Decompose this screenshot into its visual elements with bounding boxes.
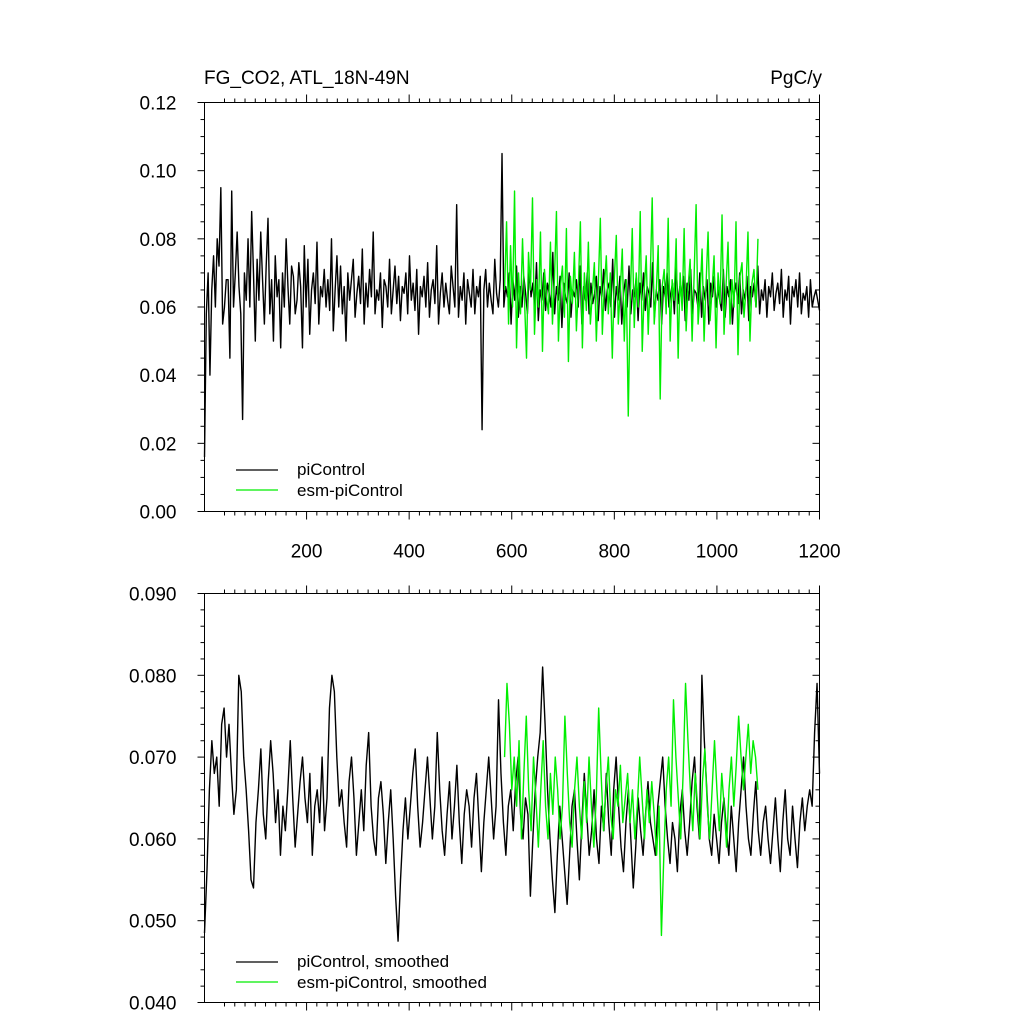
- top-x-tick-label: 600: [496, 542, 528, 563]
- top-y-tick-label: 0.02: [140, 434, 177, 455]
- bottom-y-tick-label: 0.090: [129, 585, 177, 606]
- top-chart-units: PgC/y: [770, 68, 822, 89]
- top-plot-frame: [204, 102, 820, 512]
- legend-label-esm-picontrol-smoothed: esm-piControl, smoothed: [297, 973, 487, 992]
- bottom-y-tick-label: 0.070: [129, 748, 177, 769]
- bottom-series-line-picontrol-smoothed: [203, 666, 821, 942]
- top-x-tick-label: 800: [598, 542, 630, 563]
- top-y-tick-label: 0.06: [140, 298, 177, 319]
- top-x-tick-label: 1200: [798, 542, 840, 563]
- top-y-tick-label: 0.10: [140, 162, 177, 183]
- top-axis-ticks: 0.00 0.02 0.04 0.06 0.08 0.10 0.12 200 400 600 800…: [140, 94, 841, 563]
- bottom-y-tick-label: 0.080: [129, 666, 177, 687]
- top-y-tick-label: 0.08: [140, 230, 177, 251]
- top-x-tick-label: 200: [291, 542, 323, 563]
- bottom-panel: 0.040 0.050 0.060 0.070 0.080 0.090 piControl…: [129, 585, 821, 1015]
- bottom-axis-ticks: 0.040 0.050 0.060 0.070 0.080 0.090: [129, 585, 820, 1015]
- bottom-y-tick-label: 0.050: [129, 912, 177, 933]
- top-legend: piControl esm-piControl: [236, 460, 403, 500]
- top-x-tick-label: 1000: [696, 542, 738, 563]
- top-y-tick-label: 0.04: [140, 366, 177, 387]
- legend-label-picontrol-smoothed: piControl, smoothed: [297, 952, 449, 971]
- legend-label-esm-picontrol: esm-piControl: [297, 481, 403, 500]
- top-panel: FG_CO2, ATL_18N-49N PgC/y 0.000.020.040.…: [140, 68, 841, 563]
- bottom-legend: piControl, smoothed esm-piControl, smoot…: [236, 952, 487, 992]
- bottom-series-line-esm-picontrol-smoothed: [503, 682, 759, 937]
- bottom-series-lines: [203, 666, 821, 942]
- top-series-line-esm-picontrol: [503, 190, 759, 417]
- top-y-tick-label: 0.12: [140, 94, 177, 115]
- legend-label-picontrol: piControl: [297, 460, 365, 479]
- bottom-plot-frame: [204, 593, 820, 1003]
- top-x-tick-label: 400: [393, 542, 425, 563]
- top-y-tick-label: 0.00: [140, 503, 177, 524]
- bottom-y-tick-label: 0.060: [129, 830, 177, 851]
- top-chart-title: FG_CO2, ATL_18N-49N: [204, 68, 410, 89]
- bottom-y-tick-label: 0.040: [129, 994, 177, 1015]
- top-series-lines: [203, 152, 821, 457]
